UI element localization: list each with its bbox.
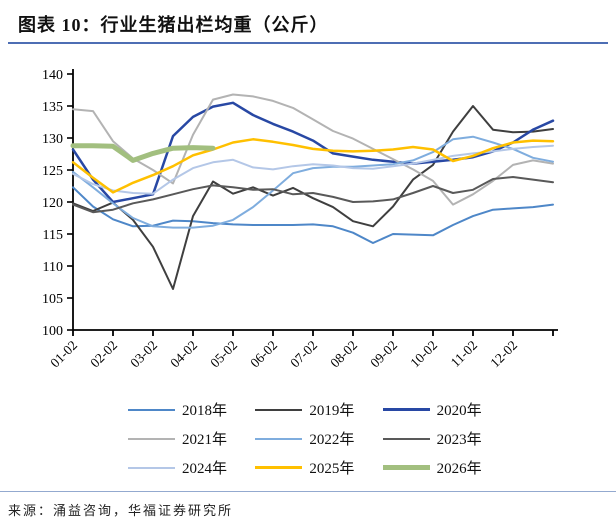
x-tick-label: 07-02 [287, 338, 320, 371]
series-line-2021 [72, 93, 554, 206]
legend-swatch [255, 466, 303, 469]
legend-swatch [382, 408, 430, 411]
legend-label: 2026年 [436, 461, 482, 477]
legend-swatch [382, 437, 430, 440]
x-tick-label: 04-02 [167, 338, 200, 371]
y-tick-label: 120 [42, 196, 63, 211]
legend-swatch [255, 437, 303, 440]
legend-label: 2024年 [182, 461, 228, 477]
legend-item-2023: 2023年 [382, 428, 488, 449]
series-line-2019 [72, 105, 554, 290]
y-tick-label: 100 [42, 324, 63, 339]
legend-label: 2019年 [309, 403, 355, 419]
legend-item-2021: 2021年 [128, 428, 233, 449]
x-tick-label: 10-02 [407, 338, 440, 371]
legend-swatch [128, 466, 175, 469]
legend-swatch [255, 408, 303, 411]
chart-title: 图表 10：行业生猪出栏均重（公斤） [18, 15, 329, 35]
x-tick-label: 01-02 [47, 338, 80, 371]
x-tick-label: 09-02 [367, 338, 400, 371]
legend-label: 2025年 [309, 461, 355, 477]
y-tick-label: 135 [42, 100, 63, 115]
x-tick-label: 05-02 [207, 338, 240, 371]
legend-item-2019: 2019年 [255, 399, 360, 420]
legend-item-2024: 2024年 [128, 457, 233, 478]
legend-item-2022: 2022年 [255, 428, 360, 449]
title-underline [8, 42, 608, 44]
legend-swatch [128, 437, 175, 440]
footer-divider [0, 491, 616, 492]
x-tick-label: 06-02 [247, 338, 280, 371]
y-tick-label: 130 [42, 132, 63, 147]
legend-label: 2023年 [436, 432, 482, 448]
y-tick-label: 105 [42, 292, 63, 307]
chart-legend: 2018年 2019年 2020年 2021年 2022年 2023年 2024年 2025年… [128, 399, 488, 478]
x-tick-label: 08-02 [327, 338, 360, 371]
legend-label: 2020年 [436, 403, 482, 419]
y-tick-label: 125 [42, 164, 63, 179]
legend-item-2020: 2020年 [382, 399, 488, 420]
series-line-2023 [72, 176, 554, 214]
legend-swatch [382, 465, 430, 470]
legend-label: 2022年 [309, 432, 355, 448]
y-tick-label: 115 [43, 228, 63, 243]
legend-item-2018: 2018年 [128, 399, 233, 420]
legend-label: 2018年 [182, 403, 228, 419]
y-tick-label: 110 [43, 260, 63, 275]
legend-swatch [128, 408, 175, 411]
series-line-2022 [72, 135, 554, 229]
series-line-2024 [72, 144, 554, 195]
source-text: 来源：涌益咨询，华福证券研究所 [8, 503, 234, 518]
line-chart: 100 105 110 115 120 125 130 135 140 01-02 02-02 03-… [42, 68, 558, 371]
x-tick-label: 02-02 [87, 338, 120, 371]
series-line-2026 [70, 143, 216, 163]
y-tick-label: 140 [42, 68, 63, 83]
chart-area: 100 105 110 115 120 125 130 135 140 01-02 02-02 03-… [0, 55, 616, 390]
legend-item-2026: 2026年 [382, 457, 488, 478]
x-tick-label: 11-02 [448, 338, 481, 371]
x-tick-label: 03-02 [127, 338, 160, 371]
legend-label: 2021年 [182, 432, 228, 448]
legend-item-2025: 2025年 [255, 457, 360, 478]
x-tick-label: 12-02 [487, 338, 520, 371]
series-line-2025 [71, 138, 555, 194]
